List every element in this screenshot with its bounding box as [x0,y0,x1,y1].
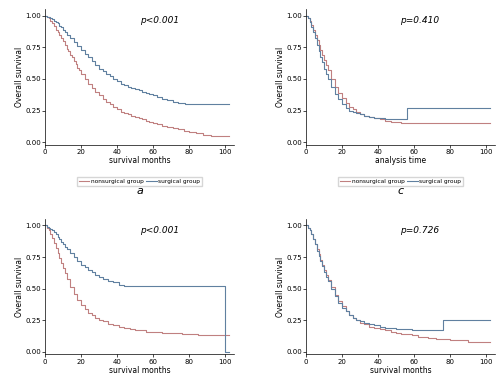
Legend: nonsurgical group, surgical group: nonsurgical group, surgical group [338,177,463,186]
Text: c: c [398,186,404,196]
Text: p=0.726: p=0.726 [400,226,440,235]
X-axis label: survival months: survival months [108,366,170,375]
Text: p<0.001: p<0.001 [140,16,178,25]
Text: p<0.001: p<0.001 [140,226,178,235]
X-axis label: survival months: survival months [370,366,432,375]
X-axis label: survival months: survival months [108,156,170,165]
X-axis label: analysis time: analysis time [375,156,426,165]
Text: p=0.410: p=0.410 [400,16,440,25]
Y-axis label: Overall survival: Overall survival [14,47,24,107]
Y-axis label: Overall survival: Overall survival [14,256,24,317]
Y-axis label: Overall survival: Overall survival [276,256,284,317]
Text: a: a [136,186,143,196]
Y-axis label: Overall survival: Overall survival [276,47,284,107]
Legend: nonsurgical group, surgical group: nonsurgical group, surgical group [77,177,202,186]
